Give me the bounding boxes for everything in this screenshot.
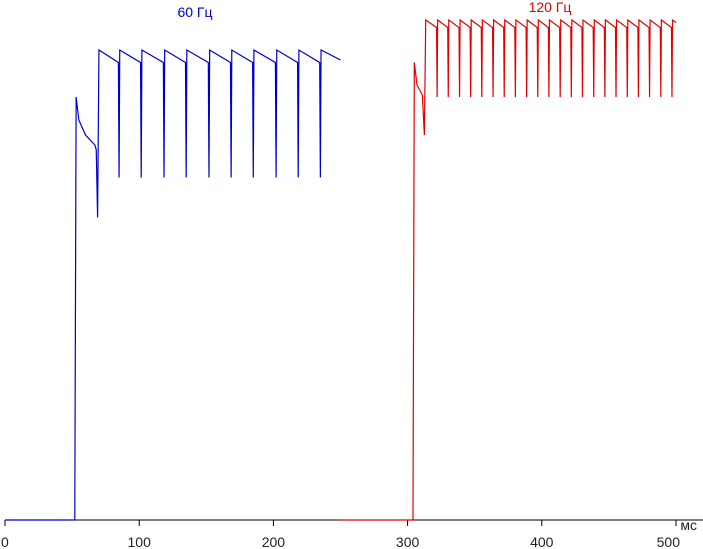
x-tick-label: 200 (262, 534, 286, 549)
x-tick-label: 500 (657, 534, 681, 549)
x-tick-label: 0 (1, 534, 9, 549)
series-line (340, 18, 677, 521)
x-axis-label: мс (680, 517, 697, 533)
x-tick-label: 400 (530, 534, 554, 549)
x-tick-label: 100 (128, 534, 152, 549)
series-label: 120 Гц (529, 0, 572, 15)
series-label: 60 Гц (177, 4, 212, 20)
series-line (5, 48, 341, 521)
x-tick-label: 300 (396, 534, 420, 549)
